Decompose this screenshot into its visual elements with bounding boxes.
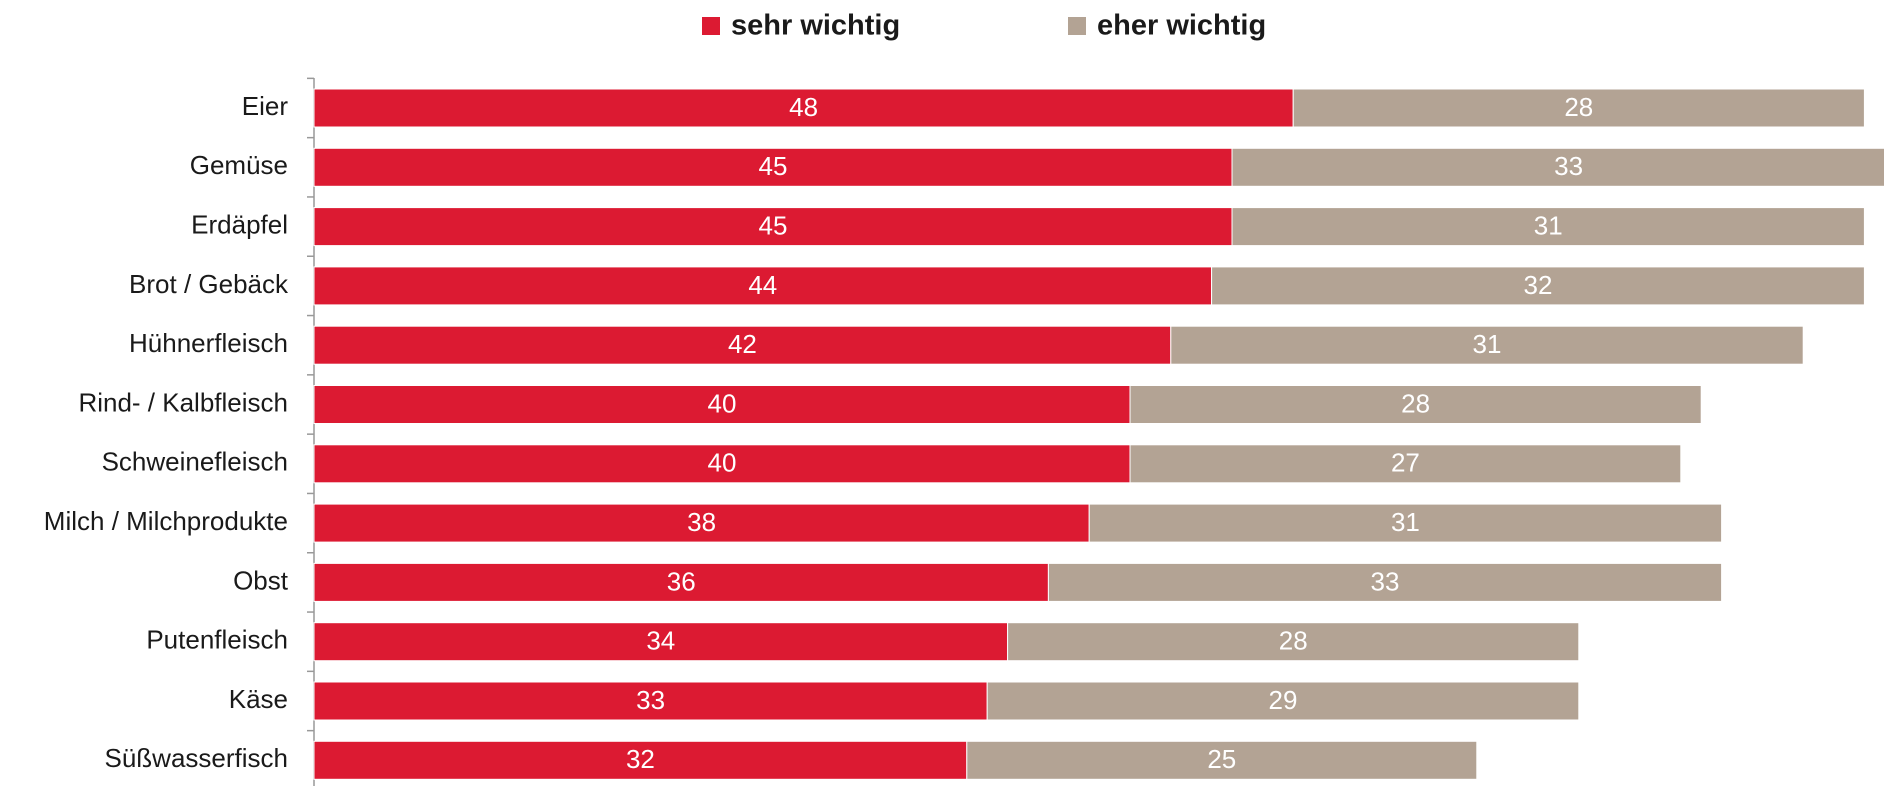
- bar-segment: [313, 88, 1294, 128]
- data-label: 42: [728, 329, 757, 359]
- bar-segment: [313, 562, 1049, 602]
- legend-label: eher wichtig: [1097, 10, 1266, 42]
- bar-segment: [1129, 444, 1682, 484]
- category-label: Süßwasserfisch: [105, 743, 289, 773]
- bar-segment: [1007, 622, 1580, 662]
- category-label: Eier: [242, 91, 289, 121]
- data-label: 44: [748, 270, 777, 300]
- legend-label: sehr wichtig: [731, 10, 900, 42]
- category-label: Putenfleisch: [146, 625, 288, 655]
- legend-swatch: [702, 17, 720, 35]
- bar-segment: [313, 325, 1172, 365]
- data-label: 32: [1524, 270, 1553, 300]
- category-label: Erdäpfel: [191, 209, 288, 239]
- bar-segment: [313, 622, 1009, 662]
- category-label: Obst: [233, 565, 289, 595]
- data-label: 40: [708, 388, 737, 418]
- data-label: 33: [1371, 566, 1400, 596]
- category-label: Rind- / Kalbfleisch: [78, 387, 288, 417]
- bar-segment: [986, 681, 1580, 721]
- category-label: Brot / Gebäck: [129, 269, 289, 299]
- data-label: 28: [1564, 92, 1593, 122]
- data-label: 38: [687, 507, 716, 537]
- category-label: Gemüse: [190, 150, 288, 180]
- category-label: Hühnerfleisch: [129, 328, 288, 358]
- data-label: 31: [1473, 329, 1502, 359]
- bar-segment: [966, 740, 1478, 780]
- bar-segment: [1088, 503, 1723, 543]
- legend-swatch: [1068, 17, 1086, 35]
- bar-segment: [313, 740, 968, 780]
- category-label: Milch / Milchprodukte: [44, 506, 288, 536]
- bar-segment: [1170, 325, 1804, 365]
- data-label: 32: [626, 744, 655, 774]
- data-label: 28: [1401, 388, 1430, 418]
- data-label: 48: [789, 92, 818, 122]
- data-label: 36: [667, 566, 696, 596]
- data-label: 29: [1269, 685, 1298, 715]
- bar-segment: [1292, 88, 1865, 128]
- bar-segment: [1231, 147, 1884, 187]
- data-label: 34: [646, 626, 675, 656]
- bar-segment: [313, 266, 1213, 306]
- data-label: 45: [759, 210, 788, 240]
- data-label: 31: [1391, 507, 1420, 537]
- data-label: 25: [1207, 744, 1236, 774]
- bar-segment: [1047, 562, 1723, 602]
- bar-segment: [313, 385, 1131, 424]
- data-label: 28: [1279, 626, 1308, 656]
- data-label: 33: [636, 685, 665, 715]
- data-label: 40: [708, 448, 737, 478]
- bar-segment: [1211, 266, 1865, 306]
- data-label: 31: [1534, 210, 1563, 240]
- bar-segment: [1129, 385, 1702, 424]
- data-label: 27: [1391, 448, 1420, 478]
- data-label: 45: [759, 151, 788, 181]
- bar-segment: [1231, 207, 1865, 247]
- data-label: 33: [1554, 151, 1583, 181]
- bar-segment: [313, 147, 1233, 187]
- category-label: Schweinefleisch: [102, 447, 288, 477]
- category-label: Käse: [229, 684, 288, 714]
